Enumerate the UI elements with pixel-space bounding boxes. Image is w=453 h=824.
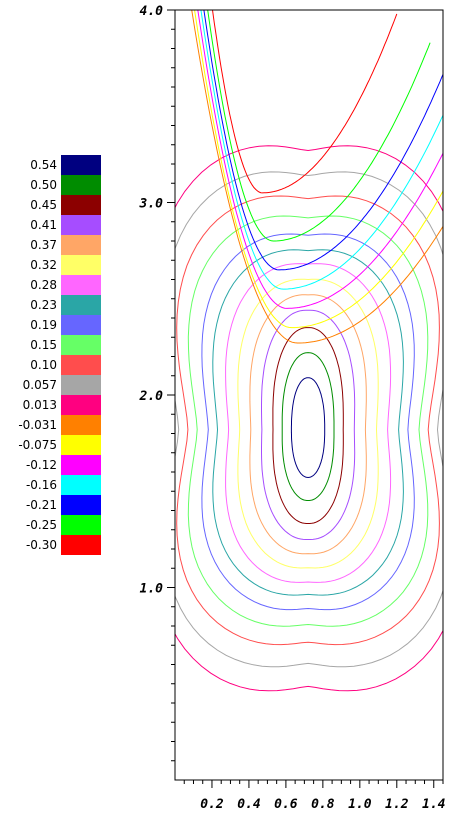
contour-line <box>187 215 429 627</box>
contour-line <box>249 294 367 555</box>
legend-entry: 0.50 <box>0 175 110 195</box>
legend-swatch <box>61 535 101 555</box>
contour-line <box>194 10 443 329</box>
legend-entry: -0.075 <box>0 435 110 455</box>
legend-swatch <box>61 175 101 195</box>
legend-swatch <box>61 335 101 355</box>
contour-line <box>261 309 356 540</box>
legend-entry: 0.37 <box>0 235 110 255</box>
legend-swatch <box>61 475 101 495</box>
contour-line <box>290 377 326 479</box>
contour-line <box>207 10 431 242</box>
legend-swatch <box>61 295 101 315</box>
legend-label: 0.19 <box>30 318 57 332</box>
x-tick-label: 0.4 <box>237 797 261 812</box>
legend-swatch <box>61 355 101 375</box>
legend-entry: 0.41 <box>0 215 110 235</box>
legend-entry: 0.057 <box>0 375 110 395</box>
legend-swatch <box>61 435 101 455</box>
contour-line <box>237 278 379 569</box>
y-tick-label: 3.0 <box>139 197 164 212</box>
x-tick-label: 1.0 <box>348 797 372 812</box>
legend-swatch <box>61 495 101 515</box>
y-tick-label: 4.0 <box>140 4 164 19</box>
legend-entry: 0.15 <box>0 335 110 355</box>
legend-label: 0.10 <box>30 358 57 372</box>
legend-swatch <box>61 255 101 275</box>
legend-entry: 0.32 <box>0 255 110 275</box>
legend-swatch <box>61 375 101 395</box>
legend-label: -0.075 <box>18 438 57 452</box>
contour-line <box>175 145 443 692</box>
y-tick-label: 2.0 <box>139 389 164 404</box>
legend-label: 0.45 <box>30 198 57 212</box>
legend-label: 0.15 <box>30 338 57 352</box>
legend-entry: 0.54 <box>0 155 110 175</box>
contour-line <box>197 10 443 309</box>
x-tick-label: 0.8 <box>311 797 335 812</box>
legend-entry: -0.031 <box>0 415 110 435</box>
legend-swatch <box>61 235 101 255</box>
legend-entry: -0.21 <box>0 495 110 515</box>
legend-label: 0.32 <box>30 258 57 272</box>
y-tick-label: 1.0 <box>140 582 164 597</box>
legend-label: 0.54 <box>30 158 57 172</box>
legend-swatch <box>61 415 101 435</box>
legend-label: -0.16 <box>25 478 57 492</box>
legend-swatch <box>61 395 101 415</box>
legend-label: 0.37 <box>30 238 57 252</box>
legend-label: 0.28 <box>30 278 57 292</box>
contour-line <box>225 263 392 583</box>
legend-swatch <box>61 155 101 175</box>
legend-swatch <box>61 275 101 295</box>
contour-line <box>281 352 335 501</box>
legend-entry: 0.23 <box>0 295 110 315</box>
legend-swatch <box>61 315 101 335</box>
legend-label: 0.41 <box>30 218 57 232</box>
legend-swatch <box>61 455 101 475</box>
legend-entry: 0.013 <box>0 395 110 415</box>
x-tick-label: 1.4 <box>422 797 446 812</box>
contour-line <box>200 10 443 290</box>
color-legend: 0.54 0.50 0.45 0.41 0.37 0.32 0.28 0.23 0.19 0.15… <box>0 155 110 555</box>
plot-frame <box>174 9 444 781</box>
legend-label: -0.031 <box>18 418 57 432</box>
legend-swatch <box>61 195 101 215</box>
legend-label: 0.23 <box>30 298 57 312</box>
legend-label: 0.057 <box>22 378 57 392</box>
legend-label: -0.30 <box>25 538 57 552</box>
legend-label: -0.12 <box>25 458 57 472</box>
legend-entry: -0.12 <box>0 455 110 475</box>
legend-entry: 0.45 <box>0 195 110 215</box>
contour-line <box>176 195 440 646</box>
x-tick-label: 0.6 <box>274 797 298 812</box>
contour-line <box>201 233 415 611</box>
contour-line <box>272 327 344 524</box>
x-tick-label: 1.2 <box>385 797 409 812</box>
legend-entry: -0.16 <box>0 475 110 495</box>
legend-label: -0.21 <box>25 498 57 512</box>
legend-swatch <box>61 215 101 235</box>
contour-line <box>191 10 443 344</box>
legend-label: 0.50 <box>30 178 57 192</box>
legend-label: -0.25 <box>25 518 57 532</box>
legend-entry: 0.10 <box>0 355 110 375</box>
legend-swatch <box>61 515 101 535</box>
contour-line <box>212 10 398 194</box>
contour-line <box>212 249 404 596</box>
legend-entry: 0.28 <box>0 275 110 295</box>
legend-entry: -0.25 <box>0 515 110 535</box>
legend-entry: -0.30 <box>0 535 110 555</box>
contour-line <box>203 10 443 271</box>
x-tick-label: 0.2 <box>200 797 224 812</box>
legend-label: 0.013 <box>22 398 57 412</box>
legend-entry: 0.19 <box>0 315 110 335</box>
